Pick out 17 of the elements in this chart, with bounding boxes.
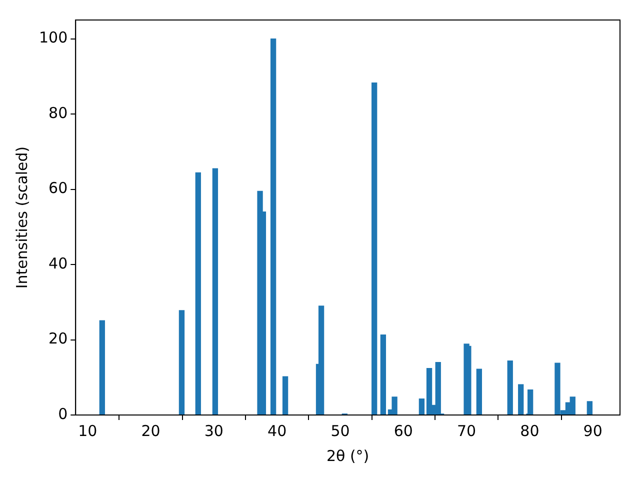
- y-axis-title: Intensities (scaled): [12, 146, 31, 289]
- y-tick-label: 80: [48, 104, 68, 122]
- x-tick-label: 10: [78, 422, 98, 440]
- x-tick-label: 20: [141, 422, 160, 440]
- x-tick-label: 90: [583, 422, 602, 440]
- x-tick-label: 60: [394, 422, 413, 440]
- y-tick-label: 60: [48, 179, 68, 198]
- y-tick-label: 20: [48, 330, 68, 348]
- y-tick-label: 0: [58, 404, 68, 423]
- x-tick-label: 30: [204, 422, 224, 440]
- x-tick-label: 40: [268, 422, 287, 440]
- x-tick-label: 80: [520, 422, 540, 440]
- y-tick-label: 40: [48, 254, 68, 272]
- x-axis-title: 2θ (°): [326, 446, 370, 465]
- y-tick-label: 100: [38, 28, 68, 47]
- x-tick-label: 70: [456, 422, 476, 440]
- x-tick-label: 50: [330, 422, 350, 440]
